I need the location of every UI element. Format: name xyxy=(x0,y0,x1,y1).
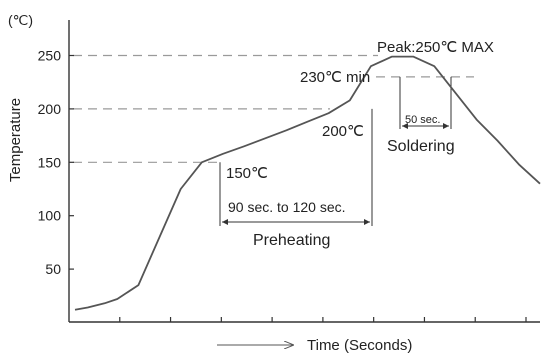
peak-annotation: Peak:250℃ MAX xyxy=(377,39,494,56)
axes xyxy=(68,20,540,323)
t150-annotation: 150℃ xyxy=(226,165,268,182)
y-tick-label-200: 200 xyxy=(38,101,62,117)
y-tick-label-50: 50 xyxy=(45,261,61,277)
reference-lines xyxy=(73,54,474,163)
preheating-label: Preheating xyxy=(253,232,330,249)
solder-duration-label: 50 sec. xyxy=(405,114,440,126)
y-tick-label-100: 100 xyxy=(38,208,62,224)
soldering-label: Soldering xyxy=(387,138,455,155)
x-ticks xyxy=(119,317,527,322)
min230-annotation: 230℃ min xyxy=(300,69,370,86)
x-axis-title: Time (Seconds) xyxy=(307,337,412,354)
duration-markers xyxy=(219,76,452,226)
t200-annotation: 200℃ xyxy=(322,123,364,140)
y-tick-label-150: 150 xyxy=(38,154,62,170)
y-axis-title: Temperature xyxy=(7,98,24,182)
y-ticks: 50 100 150 200 250 xyxy=(38,48,74,277)
temperature-profile-line xyxy=(74,55,541,311)
y-tick-label-250: 250 xyxy=(38,48,62,64)
preheat-duration-label: 90 sec. to 120 sec. xyxy=(228,199,346,215)
y-unit-label: (℃) xyxy=(8,12,33,28)
